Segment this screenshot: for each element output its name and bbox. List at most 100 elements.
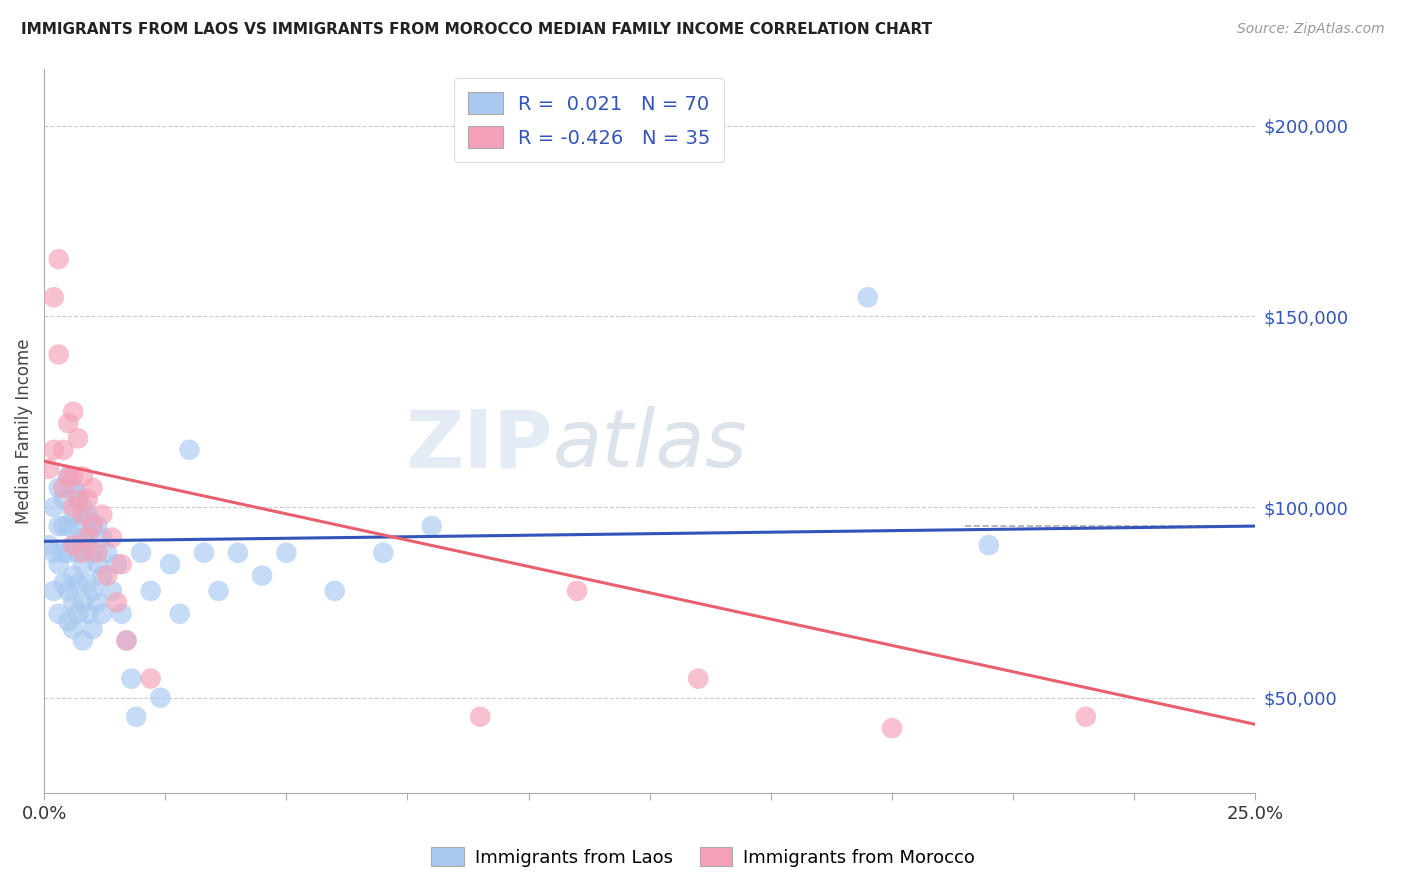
- Point: [129, 546, 152, 560]
- Point: [52, 546, 75, 560]
- Point: [96, 546, 118, 560]
- Point: [105, 558, 128, 572]
- Point: [42, 442, 65, 457]
- Point: [76, 531, 98, 545]
- Point: [52, 576, 75, 591]
- Point: [62, 469, 84, 483]
- Point: [169, 607, 191, 621]
- Point: [48, 347, 70, 361]
- Point: [72, 595, 94, 609]
- Point: [159, 558, 181, 572]
- Point: [58, 583, 80, 598]
- Point: [42, 290, 65, 304]
- Point: [42, 546, 65, 560]
- Text: atlas: atlas: [553, 406, 748, 484]
- Point: [58, 469, 80, 483]
- Point: [91, 568, 114, 582]
- Point: [82, 546, 104, 560]
- Point: [276, 546, 298, 560]
- Point: [179, 442, 201, 457]
- Point: [76, 492, 98, 507]
- Point: [72, 546, 94, 560]
- Point: [880, 721, 903, 735]
- Point: [66, 607, 89, 621]
- Point: [470, 709, 492, 723]
- Point: [76, 607, 98, 621]
- Point: [86, 519, 108, 533]
- Point: [86, 546, 108, 560]
- Point: [58, 469, 80, 483]
- Point: [62, 481, 84, 495]
- Point: [62, 508, 84, 522]
- Point: [120, 672, 142, 686]
- Point: [115, 633, 138, 648]
- Point: [48, 481, 70, 495]
- Point: [226, 546, 249, 560]
- Point: [139, 583, 162, 598]
- Legend: Immigrants from Laos, Immigrants from Morocco: Immigrants from Laos, Immigrants from Mo…: [425, 840, 981, 874]
- Point: [96, 568, 118, 582]
- Point: [76, 576, 98, 591]
- Point: [72, 558, 94, 572]
- Point: [91, 508, 114, 522]
- Point: [111, 558, 134, 572]
- Point: [72, 531, 94, 545]
- Point: [82, 583, 104, 598]
- Point: [115, 633, 138, 648]
- Point: [139, 672, 162, 686]
- Point: [373, 546, 395, 560]
- Y-axis label: Median Family Income: Median Family Income: [15, 338, 32, 524]
- Point: [1074, 709, 1097, 723]
- Point: [66, 519, 89, 533]
- Point: [420, 519, 443, 533]
- Point: [91, 607, 114, 621]
- Point: [62, 622, 84, 636]
- Point: [977, 538, 1000, 552]
- Point: [62, 500, 84, 514]
- Point: [101, 583, 124, 598]
- Point: [52, 492, 75, 507]
- Point: [86, 558, 108, 572]
- Point: [76, 538, 98, 552]
- Point: [58, 416, 80, 430]
- Point: [856, 290, 879, 304]
- Legend: R =  0.021   N = 70, R = -0.426   N = 35: R = 0.021 N = 70, R = -0.426 N = 35: [454, 78, 724, 162]
- Text: Source: ZipAtlas.com: Source: ZipAtlas.com: [1237, 22, 1385, 37]
- Point: [62, 568, 84, 582]
- Text: IMMIGRANTS FROM LAOS VS IMMIGRANTS FROM MOROCCO MEDIAN FAMILY INCOME CORRELATION: IMMIGRANTS FROM LAOS VS IMMIGRANTS FROM …: [21, 22, 932, 37]
- Point: [66, 492, 89, 507]
- Point: [52, 519, 75, 533]
- Point: [72, 633, 94, 648]
- Point: [565, 583, 588, 598]
- Point: [66, 546, 89, 560]
- Point: [48, 558, 70, 572]
- Text: ZIP: ZIP: [405, 406, 553, 484]
- Point: [91, 531, 114, 545]
- Point: [101, 531, 124, 545]
- Point: [76, 508, 98, 522]
- Point: [66, 489, 89, 503]
- Point: [48, 519, 70, 533]
- Point: [66, 431, 89, 445]
- Point: [58, 615, 80, 629]
- Point: [42, 500, 65, 514]
- Point: [125, 709, 148, 723]
- Point: [38, 538, 60, 552]
- Point: [72, 500, 94, 514]
- Point: [688, 672, 710, 686]
- Point: [82, 481, 104, 495]
- Point: [42, 583, 65, 598]
- Point: [58, 519, 80, 533]
- Point: [52, 442, 75, 457]
- Point: [82, 519, 104, 533]
- Point: [52, 481, 75, 495]
- Point: [38, 462, 60, 476]
- Point: [62, 595, 84, 609]
- Point: [207, 583, 229, 598]
- Point: [86, 595, 108, 609]
- Point: [62, 538, 84, 552]
- Point: [48, 252, 70, 267]
- Point: [323, 583, 346, 598]
- Point: [149, 690, 172, 705]
- Point: [58, 546, 80, 560]
